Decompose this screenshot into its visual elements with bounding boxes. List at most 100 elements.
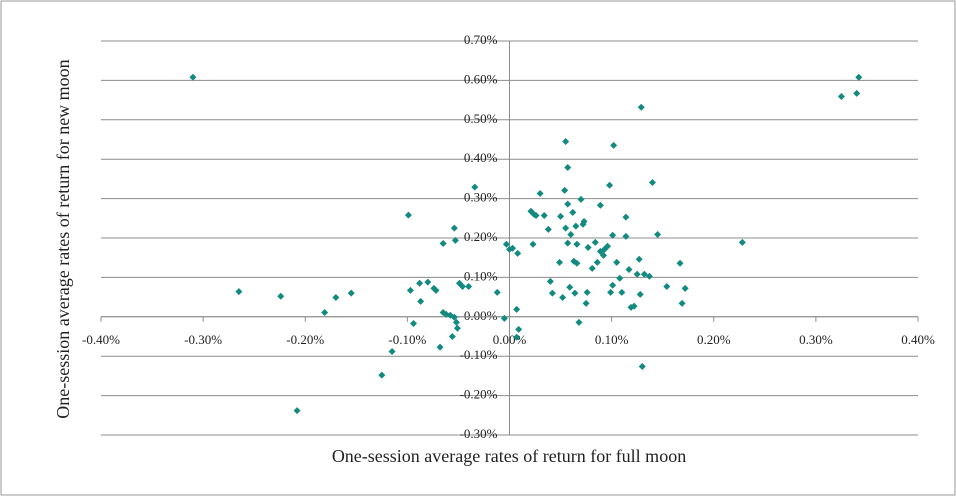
point	[609, 231, 617, 239]
point	[544, 225, 552, 233]
point	[678, 299, 686, 307]
point	[573, 240, 581, 248]
point	[378, 371, 386, 379]
x-tick-label: -0.10%	[388, 332, 426, 347]
point	[515, 325, 523, 333]
point	[529, 240, 537, 248]
point	[606, 181, 614, 189]
point	[638, 362, 646, 370]
point	[591, 238, 599, 246]
point	[439, 240, 447, 248]
point	[654, 230, 662, 238]
point	[189, 73, 197, 81]
point	[562, 224, 570, 232]
point	[588, 264, 596, 272]
point	[513, 305, 521, 313]
point	[599, 251, 607, 259]
point	[451, 236, 459, 244]
point	[596, 201, 604, 209]
point	[616, 274, 624, 282]
x-tick-label: 0.40%	[901, 332, 935, 347]
point	[577, 195, 585, 203]
y-tick-label: 0.40%	[464, 150, 498, 165]
point	[593, 258, 601, 266]
point	[573, 259, 581, 267]
x-tick-label: 0.20%	[697, 332, 731, 347]
point	[500, 314, 508, 322]
point	[453, 324, 461, 332]
point	[571, 289, 579, 297]
point	[404, 211, 412, 219]
point	[562, 137, 570, 145]
x-tick-label: -0.30%	[184, 332, 222, 347]
point	[582, 299, 590, 307]
x-axis-title: One-session average rates of return for …	[332, 446, 686, 466]
point	[321, 308, 329, 316]
point	[645, 272, 653, 280]
point	[556, 258, 564, 266]
point	[583, 288, 591, 296]
point	[633, 270, 641, 278]
point	[235, 288, 243, 296]
point	[471, 183, 479, 191]
point	[546, 277, 554, 285]
point	[855, 73, 863, 81]
y-tick-label: 0.30%	[464, 190, 498, 205]
point	[450, 313, 458, 321]
point	[388, 347, 396, 355]
point	[575, 318, 583, 326]
point	[513, 333, 521, 341]
point	[630, 302, 638, 310]
point	[607, 288, 615, 296]
point	[663, 282, 671, 290]
point	[637, 103, 645, 111]
point	[635, 255, 643, 263]
point	[572, 222, 580, 230]
point	[410, 319, 418, 327]
point	[837, 93, 845, 101]
point	[676, 259, 684, 267]
point	[604, 242, 612, 250]
point	[417, 297, 425, 305]
point	[332, 293, 340, 301]
point	[738, 238, 746, 246]
y-tick-label: 0.10%	[464, 268, 498, 283]
point	[559, 293, 567, 301]
x-tick-label: 0.00%	[493, 332, 527, 347]
point	[625, 266, 633, 274]
y-tick-label: 0.70%	[464, 32, 498, 47]
point	[416, 279, 424, 287]
point	[277, 292, 285, 300]
point	[561, 186, 569, 194]
point	[536, 189, 544, 197]
point	[532, 212, 540, 220]
y-tick-label: 0.00%	[464, 308, 498, 323]
point	[347, 289, 355, 297]
y-axis-title: One-session average rates of return for …	[53, 59, 73, 418]
point	[450, 224, 458, 232]
point	[459, 282, 467, 290]
point	[564, 200, 572, 208]
point	[622, 213, 630, 221]
point	[432, 286, 440, 294]
point	[584, 243, 592, 251]
point	[613, 258, 621, 266]
point	[436, 343, 444, 351]
y-tick-label: -0.30%	[460, 426, 498, 441]
point	[452, 318, 460, 326]
point	[424, 278, 432, 286]
point	[580, 217, 588, 225]
x-tick-label: 0.30%	[799, 332, 833, 347]
point	[681, 284, 689, 292]
point	[564, 163, 572, 171]
point	[618, 288, 626, 296]
point	[540, 212, 548, 220]
point	[636, 290, 644, 298]
x-tick-label: -0.40%	[82, 332, 120, 347]
x-tick-label: 0.10%	[595, 332, 629, 347]
point	[853, 89, 861, 97]
y-tick-label: 0.50%	[464, 111, 498, 126]
point	[465, 282, 473, 290]
